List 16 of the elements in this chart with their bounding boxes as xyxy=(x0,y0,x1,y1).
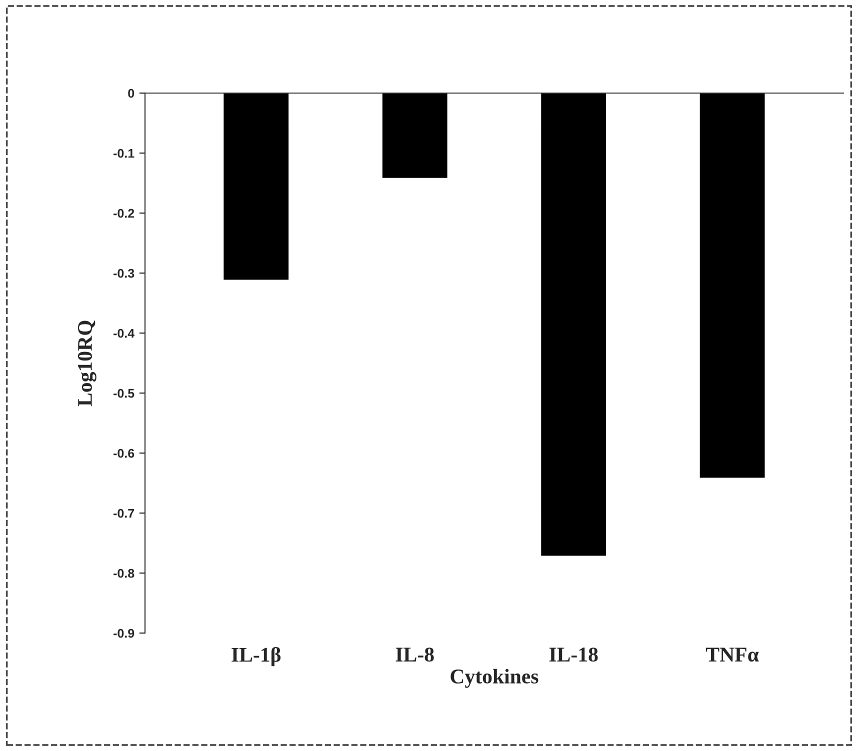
x-tick-label: IL-1β xyxy=(232,646,281,666)
y-tick-label: -0.9 xyxy=(114,628,134,638)
y-tick-label: -0.3 xyxy=(114,268,134,278)
y-tick-label: -0.2 xyxy=(114,208,134,218)
y-tick-label: -0.7 xyxy=(114,508,134,518)
y-tick-label: -0.5 xyxy=(114,388,134,398)
y-tick-label: -0.6 xyxy=(114,448,134,458)
y-tick-label: 0 xyxy=(128,88,134,98)
y-axis-title: Log10RQ xyxy=(78,320,96,406)
x-axis-title: Cytokines xyxy=(450,668,538,688)
x-tick-label: IL-18 xyxy=(549,648,598,662)
y-tick-label: -0.8 xyxy=(114,568,134,578)
y-tick-label: -0.4 xyxy=(114,328,135,338)
y-tick-label: -0.1 xyxy=(114,148,134,158)
x-tick-label: TNFα xyxy=(706,648,759,662)
x-tick-label: IL-8 xyxy=(396,648,434,662)
